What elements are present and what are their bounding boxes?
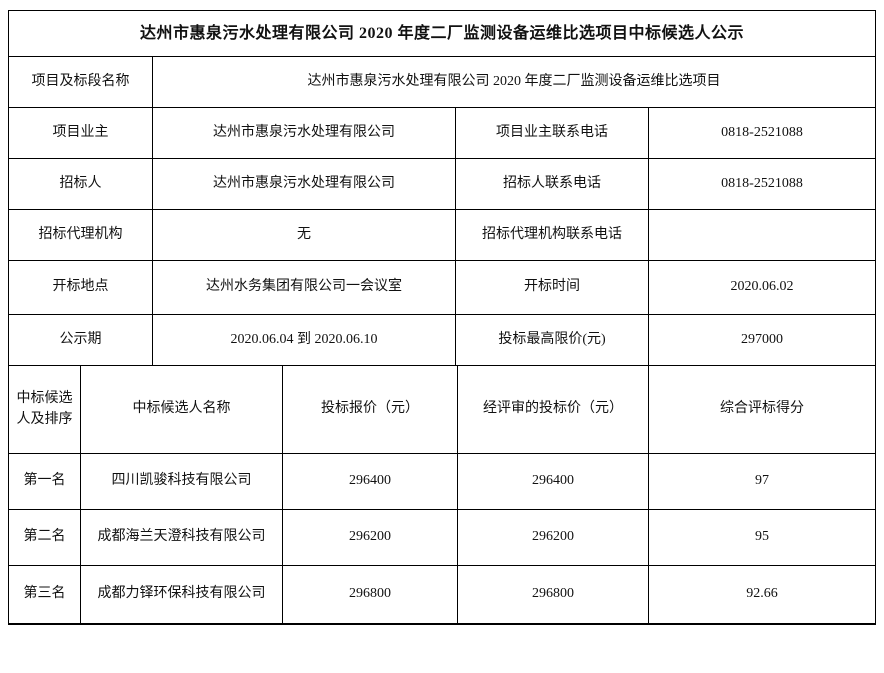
candidate-2-score: 95 (755, 529, 769, 545)
agency-label: 招标代理机构 (9, 210, 153, 260)
tenderer-phone-label: 招标人联系电话 (456, 159, 649, 209)
opening-time-label: 开标时间 (456, 261, 649, 314)
opening-place-label: 开标地点 (9, 261, 153, 314)
candidate-1-bid: 296400 (283, 454, 458, 509)
candidate-2-rank: 第二名 (9, 510, 81, 565)
project-section-label: 项目及标段名称 (9, 57, 153, 107)
candidate-score-header: 综合评标得分 (720, 401, 804, 417)
project-section-row: 项目及标段名称 达州市惠泉污水处理有限公司 2020 年度二厂监测设备运维比选项… (9, 57, 875, 108)
candidate-3-evaluated: 296800 (458, 566, 649, 623)
candidate-2-name: 成都海兰天澄科技有限公司 (81, 510, 283, 565)
agency-row: 招标代理机构 无 招标代理机构联系电话 (9, 210, 875, 261)
candidate-row-1: 第一名 四川凯骏科技有限公司 296400 296400 97 (9, 454, 875, 510)
tenderer-phone-value: 0818-2521088 (721, 175, 803, 191)
candidate-bid-header: 投标报价（元） (283, 366, 458, 453)
opening-time-value: 2020.06.02 (730, 279, 794, 295)
project-section-value: 达州市惠泉污水处理有限公司 2020 年度二厂监测设备运维比选项目 (307, 73, 721, 89)
tenderer-row: 招标人 达州市惠泉污水处理有限公司 招标人联系电话 0818-2521088 (9, 159, 875, 210)
agency-phone-label: 招标代理机构联系电话 (456, 210, 649, 260)
tenderer-value: 达州市惠泉污水处理有限公司 (153, 159, 456, 209)
publicity-period-label: 公示期 (9, 315, 153, 365)
opening-row: 开标地点 达州水务集团有限公司一会议室 开标时间 2020.06.02 (9, 261, 875, 315)
candidate-1-evaluated: 296400 (458, 454, 649, 509)
candidate-1-rank: 第一名 (9, 454, 81, 509)
opening-place-value: 达州水务集团有限公司一会议室 (153, 261, 456, 314)
title-row: 达州市惠泉污水处理有限公司 2020 年度二厂监测设备运维比选项目中标候选人公示 (9, 11, 875, 57)
candidate-row-3: 第三名 成都力铎环保科技有限公司 296800 296800 92.66 (9, 566, 875, 623)
candidate-3-name: 成都力铎环保科技有限公司 (81, 566, 283, 623)
candidate-header-row: 中标候选人及排序 中标候选人名称 投标报价（元） 经评审的投标价（元） 综合评标… (9, 366, 875, 454)
candidate-1-name: 四川凯骏科技有限公司 (81, 454, 283, 509)
max-price-label: 投标最高限价(元) (456, 315, 649, 365)
page-title: 达州市惠泉污水处理有限公司 2020 年度二厂监测设备运维比选项目中标候选人公示 (139, 24, 744, 42)
candidate-3-bid: 296800 (283, 566, 458, 623)
candidate-2-evaluated: 296200 (458, 510, 649, 565)
candidate-rank-header: 中标候选人及排序 (9, 366, 81, 453)
candidate-evaluated-header: 经评审的投标价（元） (458, 366, 649, 453)
owner-row: 项目业主 达州市惠泉污水处理有限公司 项目业主联系电话 0818-2521088 (9, 108, 875, 159)
publicity-period-value: 2020.06.04 到 2020.06.10 (153, 315, 456, 365)
publicity-row: 公示期 2020.06.04 到 2020.06.10 投标最高限价(元) 29… (9, 315, 875, 366)
candidate-3-rank: 第三名 (9, 566, 81, 623)
candidate-1-score: 97 (755, 473, 769, 489)
max-price-value: 297000 (741, 331, 783, 347)
owner-phone-value: 0818-2521088 (721, 124, 803, 140)
owner-label: 项目业主 (9, 108, 153, 158)
candidate-3-score: 92.66 (746, 586, 778, 602)
candidate-name-header: 中标候选人名称 (81, 366, 283, 453)
owner-value: 达州市惠泉污水处理有限公司 (153, 108, 456, 158)
candidate-2-bid: 296200 (283, 510, 458, 565)
agency-phone-value (649, 210, 875, 260)
bid-announcement-table: 达州市惠泉污水处理有限公司 2020 年度二厂监测设备运维比选项目中标候选人公示… (8, 10, 876, 625)
owner-phone-label: 项目业主联系电话 (456, 108, 649, 158)
candidate-row-2: 第二名 成都海兰天澄科技有限公司 296200 296200 95 (9, 510, 875, 566)
agency-value: 无 (153, 210, 456, 260)
tenderer-label: 招标人 (9, 159, 153, 209)
